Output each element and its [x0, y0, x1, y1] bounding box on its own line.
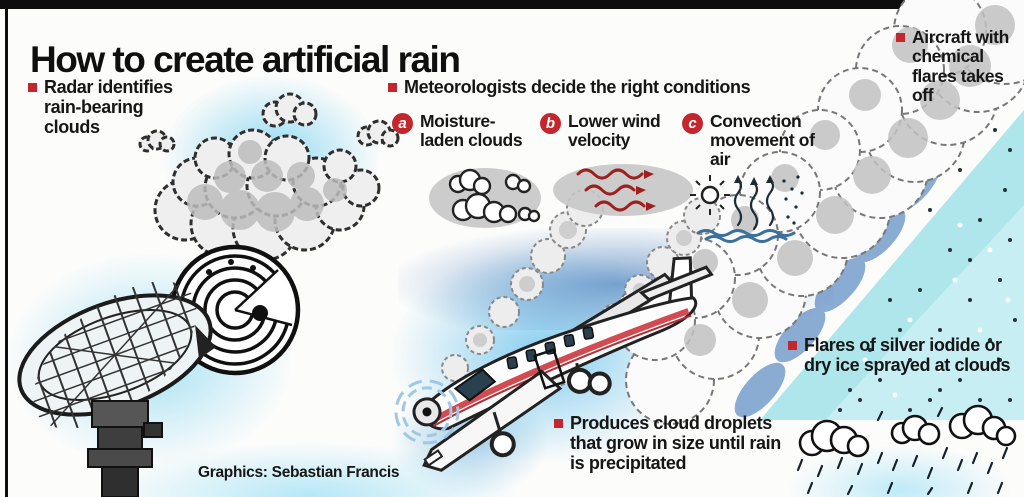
condition-b-label: Lower wind velocity [568, 111, 661, 150]
note-meteorologists: Meteorologists decide the right conditio… [388, 77, 808, 98]
badge-c: c [682, 113, 703, 134]
note-aircraft: Aircraft with chemical flares takes off [896, 27, 1011, 105]
note-droplets: Produces cloud droplets that grow in siz… [554, 413, 794, 473]
red-square-bullet [896, 33, 905, 42]
red-square-bullet [554, 419, 563, 428]
moisture-clouds-icon [429, 168, 541, 228]
wind-squiggles-icon [553, 164, 693, 216]
condition-a-label: Moisture-laden clouds [420, 111, 523, 150]
condition-a: a Moisture-laden clouds [392, 112, 534, 150]
page-title: How to create artificial rain [30, 38, 461, 80]
note-aircraft-text: Aircraft with chemical flares takes off [912, 27, 1009, 105]
note-flares: Flares of silver iodide or dry ice spray… [788, 335, 1016, 376]
top-border [0, 0, 1024, 9]
condition-b: b Lower wind velocity [540, 112, 670, 150]
badge-b: b [540, 113, 561, 134]
red-square-bullet [388, 83, 397, 92]
sun-icon [690, 175, 730, 215]
condition-c: c Convection movement of air [682, 112, 817, 169]
left-border [5, 0, 8, 497]
condition-c-label: Convection movement of air [710, 111, 815, 169]
red-square-bullet [788, 341, 797, 350]
note-flares-text: Flares of silver iodide or dry ice spray… [804, 335, 1011, 375]
credit-line: Graphics: Sebastian Francis [198, 464, 400, 481]
red-square-bullet [28, 83, 37, 92]
note-radar-text: Radar identifies rain-bearing clouds [44, 77, 173, 137]
note-radar: Radar identifies rain-bearing clouds [28, 77, 188, 137]
note-droplets-text: Produces cloud droplets that grow in siz… [570, 413, 781, 473]
note-meteorologists-text: Meteorologists decide the right conditio… [404, 77, 751, 97]
rain-clouds-icon [796, 404, 1017, 496]
badge-a: a [392, 113, 413, 134]
sun-convection-icon [690, 175, 804, 243]
